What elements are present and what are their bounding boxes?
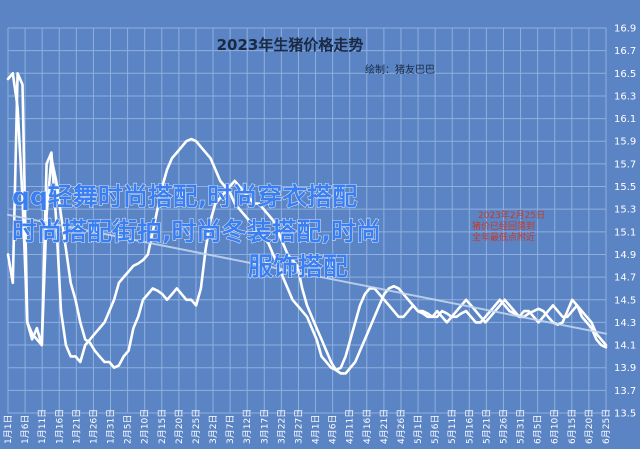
overlay-watermark: qq轻舞时尚搭配,时尚穿衣搭配 时尚搭配街拍,时尚冬装搭配,时尚 服饰搭配 [12,182,382,282]
x-tick-label: 5月11日 [447,409,458,444]
x-tick-label: 3月17日 [259,409,270,444]
stamp-line-2: 猪价已经回落到 [472,220,535,232]
x-tick-label: 4月26日 [396,409,407,444]
x-tick-label: 2月5日 [123,415,134,444]
x-tick-label: 4月16日 [362,409,373,444]
x-tick-label: 5月21日 [481,409,492,444]
y-tick-label: 16.3 [614,91,636,102]
y-tick-label: 13.7 [614,386,636,397]
y-tick-label: 14.7 [614,273,636,284]
stamp-line-3: 全年最低点附近 [472,231,535,243]
overlay-line-3: 服饰搭配 [248,252,348,281]
x-tick-label: 1月26日 [88,409,99,444]
x-tick-label: 5月26日 [498,409,509,444]
y-tick-label: 14.3 [614,318,636,329]
x-tick-label: 3月22日 [276,409,287,444]
x-tick-label: 2月15日 [157,409,168,444]
y-tick-label: 16.5 [614,69,636,80]
x-tick-label: 3月7日 [225,415,236,444]
overlay-line-1: qq轻舞时尚搭配,时尚穿衣搭配 [12,182,357,211]
x-axis: 1月1日 1月6日 1月11日 1月16日 1月21日 1月26日 1月31日 2月5日 2月1… [3,409,612,444]
x-tick-label: 4月1日 [311,415,322,444]
y-tick-label: 15.7 [614,159,636,170]
x-tick-label: 1月1日 [3,415,14,444]
y-tick-label: 15.9 [614,137,636,148]
x-tick-label: 3月2日 [208,415,219,444]
x-tick-label: 2月20日 [174,409,185,444]
y-tick-label: 13.9 [614,363,636,374]
y-tick-label: 14.5 [614,295,636,306]
y-tick-label: 16.1 [614,114,636,125]
stamp-date: 2023年2月25日 [478,209,545,221]
y-tick-label: 16.7 [614,46,636,57]
x-tick-label: 4月6日 [328,415,339,444]
y-tick-label: 14.1 [614,341,636,352]
x-tick-label: 6月10日 [550,409,561,444]
x-tick-label: 4月21日 [379,409,390,444]
y-tick-label: 16.9 [614,24,636,35]
x-tick-label: 6月15日 [567,409,578,444]
x-tick-label: 1月16日 [54,409,65,444]
chart-credit: 绘制：猪友巴巴 [365,63,435,76]
x-tick-label: 3月27日 [293,409,304,444]
price-series-line [6,72,608,372]
x-tick-label: 5月1日 [413,415,424,444]
series-group [6,72,608,375]
x-tick-label: 5月6日 [430,415,441,444]
x-tick-label: 1月6日 [20,415,31,444]
x-tick-label: 6月25日 [601,409,612,444]
x-tick-label: 1月11日 [37,409,48,444]
y-tick-label: 14.9 [614,250,636,261]
stamp-annotation: 2023年2月25日 猪价已经回落到 全年最低点附近 [472,209,545,243]
y-tick-label: 15.3 [614,205,636,216]
x-tick-label: 1月31日 [106,409,117,444]
y-tick-label: 13.5 [614,409,636,420]
price-series-line [6,72,608,375]
x-tick-label: 2月10日 [140,409,151,444]
trend-line [7,213,607,335]
x-tick-label: 2月25日 [191,409,202,444]
x-tick-label: 5月16日 [464,409,475,444]
x-tick-label: 4月11日 [345,409,356,444]
grid [7,27,607,414]
x-tick-label: 5月31日 [516,409,527,444]
chart-title: 2023年生猪价格走势 [217,36,364,54]
y-axis: 13.5 13.7 13.9 14.1 14.3 14.5 14.7 14.9 15.1 15.3… [614,24,636,420]
x-tick-label: 6月20日 [584,409,595,444]
overlay-line-2: 时尚搭配街拍,时尚冬装搭配,时尚 [12,217,381,246]
y-tick-label: 15.1 [614,227,636,238]
x-tick-label: 3月12日 [242,409,253,444]
x-tick-label: 1月21日 [71,409,82,444]
x-tick-label: 6月5日 [533,415,544,444]
y-tick-label: 15.5 [614,182,636,193]
